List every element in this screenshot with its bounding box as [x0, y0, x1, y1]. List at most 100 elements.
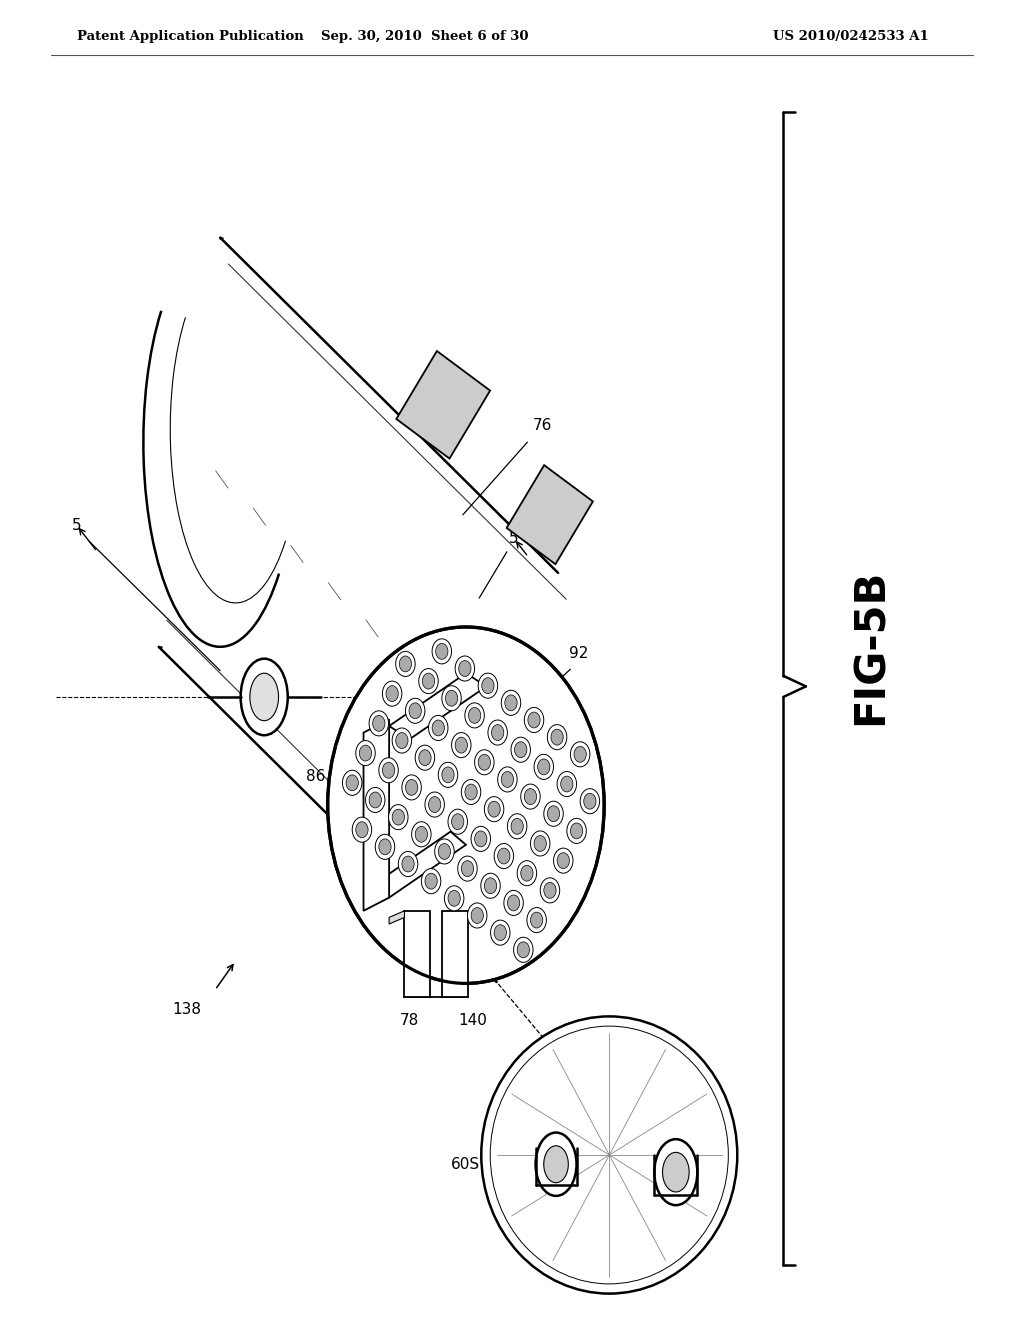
Ellipse shape [502, 690, 520, 715]
Ellipse shape [328, 627, 604, 983]
Ellipse shape [406, 780, 418, 796]
Ellipse shape [544, 801, 563, 826]
Ellipse shape [458, 857, 477, 882]
Polygon shape [404, 911, 430, 997]
Ellipse shape [428, 797, 440, 813]
Ellipse shape [541, 878, 560, 903]
Ellipse shape [484, 878, 497, 894]
Ellipse shape [366, 788, 385, 813]
Ellipse shape [412, 822, 431, 847]
Ellipse shape [452, 814, 464, 830]
Text: 78: 78 [400, 1012, 419, 1028]
Ellipse shape [478, 673, 498, 698]
Ellipse shape [505, 694, 517, 710]
Ellipse shape [498, 849, 510, 865]
Ellipse shape [487, 719, 508, 744]
Ellipse shape [548, 805, 560, 821]
Ellipse shape [475, 832, 487, 847]
Ellipse shape [535, 754, 554, 779]
Ellipse shape [574, 746, 587, 762]
Text: 80: 80 [368, 718, 386, 734]
Ellipse shape [455, 656, 474, 681]
Ellipse shape [508, 895, 520, 911]
Ellipse shape [455, 737, 467, 752]
Ellipse shape [508, 813, 527, 840]
Ellipse shape [444, 886, 464, 911]
Ellipse shape [517, 942, 529, 958]
Ellipse shape [548, 725, 567, 750]
Ellipse shape [392, 809, 404, 825]
Polygon shape [442, 911, 468, 997]
Ellipse shape [373, 715, 385, 731]
Ellipse shape [388, 805, 408, 830]
Ellipse shape [409, 702, 421, 718]
Ellipse shape [452, 733, 471, 758]
Ellipse shape [521, 784, 541, 809]
Ellipse shape [557, 853, 569, 869]
Ellipse shape [544, 883, 556, 899]
Ellipse shape [468, 903, 487, 928]
Ellipse shape [536, 1133, 577, 1196]
Ellipse shape [475, 750, 495, 775]
Ellipse shape [441, 685, 461, 710]
Ellipse shape [406, 698, 425, 723]
Ellipse shape [438, 762, 458, 787]
Ellipse shape [428, 715, 447, 741]
Ellipse shape [584, 793, 596, 809]
Ellipse shape [570, 822, 583, 838]
Ellipse shape [435, 840, 455, 865]
Ellipse shape [398, 851, 418, 876]
Ellipse shape [355, 741, 375, 766]
Ellipse shape [471, 908, 483, 924]
Ellipse shape [425, 874, 437, 890]
Ellipse shape [395, 733, 408, 748]
Ellipse shape [570, 742, 590, 767]
Ellipse shape [551, 729, 563, 744]
Ellipse shape [521, 866, 534, 882]
Ellipse shape [438, 843, 451, 859]
Ellipse shape [484, 796, 504, 821]
Polygon shape [374, 832, 466, 898]
Ellipse shape [369, 792, 381, 808]
Ellipse shape [511, 818, 523, 834]
Ellipse shape [495, 843, 514, 869]
Ellipse shape [382, 681, 401, 706]
Ellipse shape [481, 677, 494, 693]
Polygon shape [364, 719, 389, 911]
Ellipse shape [495, 925, 507, 941]
Ellipse shape [415, 744, 434, 770]
Ellipse shape [554, 847, 573, 874]
Text: Patent Application Publication: Patent Application Publication [77, 30, 303, 44]
Ellipse shape [449, 809, 467, 834]
Ellipse shape [462, 861, 474, 876]
Text: 76: 76 [534, 417, 552, 433]
Ellipse shape [517, 861, 537, 886]
Ellipse shape [379, 758, 398, 783]
Ellipse shape [241, 659, 288, 735]
Ellipse shape [511, 737, 530, 762]
Ellipse shape [663, 1152, 689, 1192]
Text: 140: 140 [459, 1012, 487, 1028]
Text: FIG-5B: FIG-5B [849, 569, 892, 725]
Ellipse shape [250, 673, 279, 721]
Ellipse shape [524, 708, 544, 733]
Ellipse shape [567, 818, 587, 843]
Ellipse shape [504, 891, 523, 916]
Ellipse shape [432, 639, 452, 664]
Ellipse shape [342, 771, 361, 796]
Ellipse shape [346, 775, 358, 791]
Ellipse shape [461, 779, 481, 804]
Ellipse shape [465, 784, 477, 800]
Text: 60R: 60R [660, 1196, 691, 1212]
Ellipse shape [535, 836, 547, 851]
Ellipse shape [355, 822, 368, 838]
Ellipse shape [399, 656, 412, 672]
Ellipse shape [524, 788, 537, 804]
Ellipse shape [425, 792, 444, 817]
Ellipse shape [557, 771, 577, 796]
Ellipse shape [544, 1146, 568, 1183]
Ellipse shape [432, 719, 444, 735]
Ellipse shape [441, 767, 454, 783]
Ellipse shape [514, 937, 534, 962]
Ellipse shape [375, 834, 394, 859]
